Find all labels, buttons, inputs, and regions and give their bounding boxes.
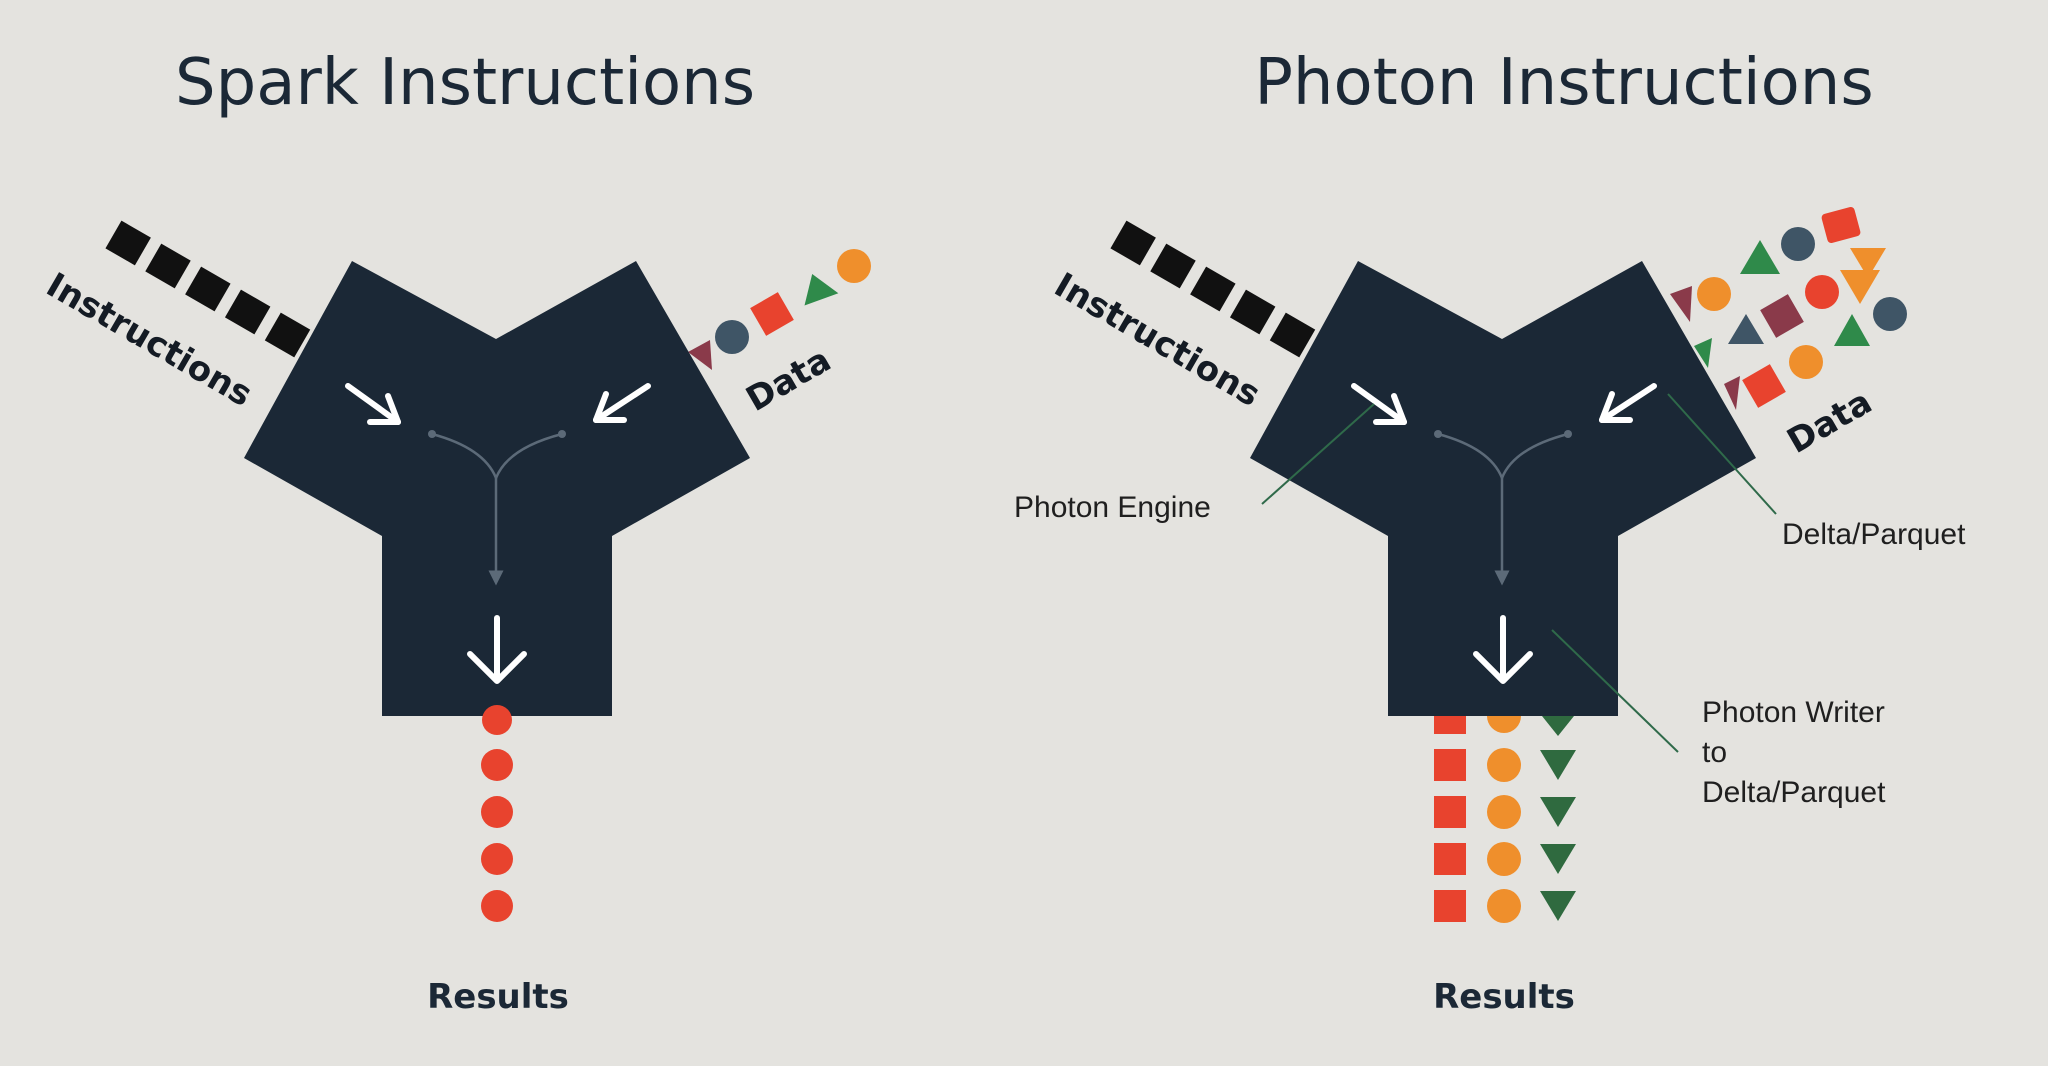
data-triangle-shape <box>804 274 839 306</box>
photon-white-arrows <box>1351 383 1657 684</box>
engine-callout-line <box>1261 403 1375 505</box>
result-circles <box>1487 716 1521 923</box>
photon-data-label: Data <box>1781 382 1879 462</box>
spark-inner-flow <box>428 430 566 586</box>
photon-callout-lines <box>1261 393 1777 753</box>
data-triangle-shape <box>688 340 712 370</box>
photon-title: Photon Instructions <box>1254 46 1873 120</box>
photon-writer-callout-line2: to <box>1702 736 1727 769</box>
photon-engine-callout: Photon Engine <box>1014 491 1211 524</box>
spark-data-shapes <box>688 249 871 370</box>
photon-writer-callout-line3: Delta/Parquet <box>1702 776 1886 809</box>
writer-callout-line <box>1551 629 1679 753</box>
photon-writer-callout-line1: Photon Writer <box>1702 696 1885 729</box>
spark-white-arrows <box>345 383 651 684</box>
delta-parquet-callout: Delta/Parquet <box>1782 518 1966 551</box>
format-callout-line <box>1667 393 1777 515</box>
spark-panel: Spark Instructions Instructions Data <box>40 46 871 1017</box>
result-triangles <box>1540 716 1576 921</box>
photon-instructions-label: Instructions <box>1048 265 1267 415</box>
photon-inner-flow <box>1434 430 1572 586</box>
photon-panel: Photon Instructions Instructions <box>1014 46 1966 1017</box>
arrow-down-left-icon <box>1599 383 1657 423</box>
spark-results-label: Results <box>427 977 569 1017</box>
arrow-down-right-icon <box>345 383 401 425</box>
data-circle-shape <box>715 320 749 354</box>
photon-instruction-blocks <box>1110 220 1316 358</box>
arrow-down-left-icon <box>593 383 651 423</box>
photon-results-label: Results <box>1433 977 1575 1017</box>
data-square-shape <box>750 292 794 336</box>
photon-data-shapes <box>1670 207 1907 410</box>
arrow-down-icon <box>467 615 527 684</box>
arrow-down-icon <box>1473 615 1533 684</box>
spark-instruction-blocks <box>105 220 311 358</box>
spark-data-label: Data <box>740 340 838 420</box>
spark-result-shapes <box>481 705 513 922</box>
arrow-down-right-icon <box>1351 383 1407 425</box>
spark-title: Spark Instructions <box>175 46 755 120</box>
photon-result-shapes <box>1434 716 1576 923</box>
result-squares <box>1434 716 1466 922</box>
data-circle-shape <box>837 249 871 283</box>
